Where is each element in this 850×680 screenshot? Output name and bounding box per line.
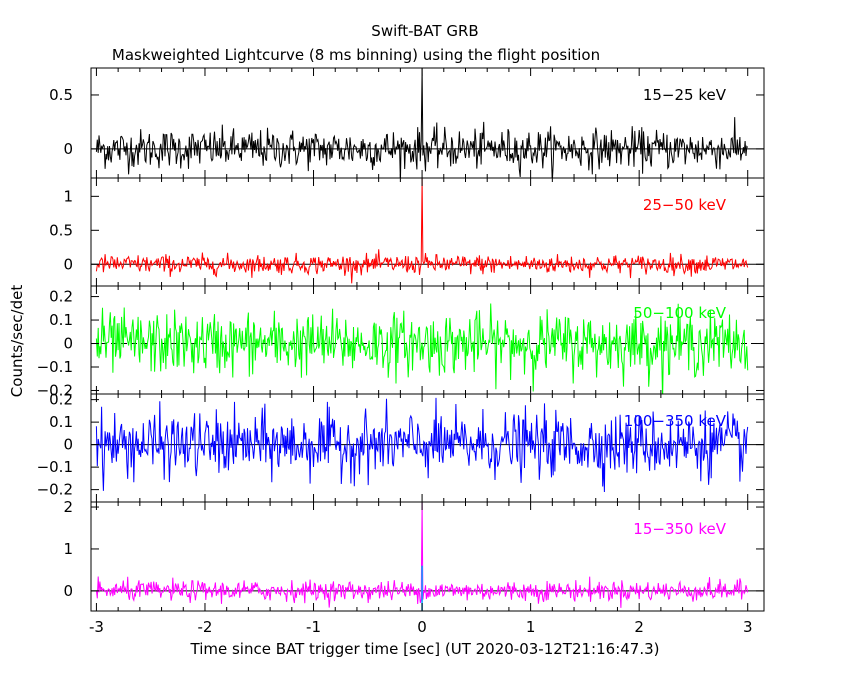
y-tick-label: 0 — [63, 436, 73, 454]
y-tick-label: 0.1 — [49, 311, 73, 329]
panel-15-350-kev: 0 1 2 15−350 keV — [63, 498, 765, 612]
x-tick-label: 0 — [417, 618, 427, 636]
panel-15-25-kev: 0 0.5 15−25 keV — [49, 67, 765, 179]
panel-50-100-kev: −0.2 −0.1 0 0.1 0.2 50−100 keV — [37, 285, 765, 399]
series-line — [95, 397, 749, 493]
x-axis-label: Time since BAT trigger time [sec] (UT 20… — [190, 640, 660, 658]
x-tick-label: 3 — [743, 618, 753, 636]
panels-group: 0 0.5 15−25 keV 0 0.5 1 25−50 keV −0.2 −0.1 0 0.1 0… — [37, 67, 765, 612]
y-tick-label: 2 — [63, 498, 73, 516]
y-axis-label: Counts/sec/det — [8, 285, 26, 398]
y-tick-label: 0.2 — [49, 391, 73, 409]
y-tick-label: 0 — [63, 255, 73, 273]
panel-100-350-kev: −0.2 −0.1 0 0.1 0.2 100−350 keV — [37, 391, 765, 503]
y-tick-label: 0 — [63, 140, 73, 158]
y-tick-label: 1 — [63, 187, 73, 205]
chart-subtitle: Maskweighted Lightcurve (8 ms binning) u… — [112, 46, 600, 64]
energy-band-label: 50−100 keV — [633, 304, 726, 322]
panel-frame — [90, 177, 765, 287]
panel-frame — [90, 501, 765, 612]
energy-band-label: 15−350 keV — [633, 520, 726, 538]
x-tick-label: 1 — [526, 618, 536, 636]
y-tick-label: 0.5 — [49, 221, 73, 239]
y-tick-label: 0 — [63, 335, 73, 353]
y-tick-label: −0.1 — [37, 458, 73, 476]
y-tick-label: −0.2 — [37, 481, 73, 499]
y-tick-label: 0.1 — [49, 413, 73, 431]
panel-frame — [90, 67, 765, 179]
chart-title: Swift-BAT GRB — [371, 22, 478, 40]
energy-band-label: 100−350 keV — [624, 412, 727, 430]
panel-25-50-kev: 0 0.5 1 25−50 keV — [49, 177, 765, 287]
energy-band-label: 15−25 keV — [643, 86, 727, 104]
x-tick-label: -1 — [306, 618, 321, 636]
series-line — [95, 303, 749, 394]
y-tick-label: 0.2 — [49, 288, 73, 306]
series-line — [95, 502, 749, 608]
y-tick-label: 0.5 — [49, 86, 73, 104]
x-tick-label: -3 — [89, 618, 104, 636]
y-tick-label: 1 — [63, 540, 73, 558]
x-tick-label: -2 — [197, 618, 212, 636]
series-line — [95, 178, 749, 284]
y-tick-label: 0 — [63, 582, 73, 600]
x-ticks-group: -3 -2 -1 0 1 2 3 — [89, 618, 753, 636]
x-tick-label: 2 — [634, 618, 644, 636]
series-line — [95, 68, 749, 178]
y-tick-label: −0.2 — [37, 381, 73, 399]
energy-band-label: 25−50 keV — [643, 196, 727, 214]
y-tick-label: −0.1 — [37, 358, 73, 376]
